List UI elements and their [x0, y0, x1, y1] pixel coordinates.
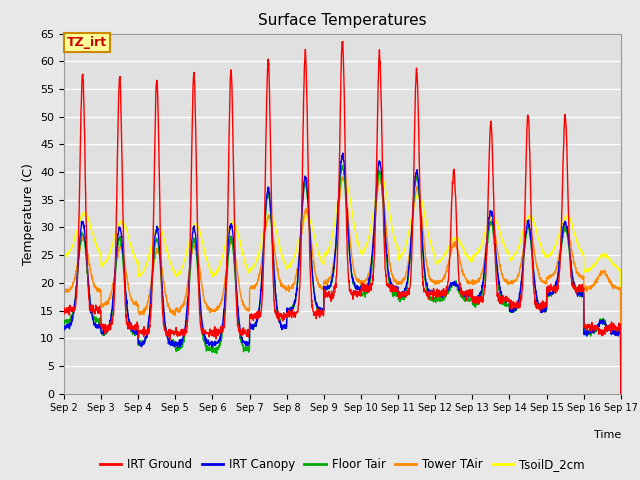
Title: Surface Temperatures: Surface Temperatures	[258, 13, 427, 28]
Legend: IRT Ground, IRT Canopy, Floor Tair, Tower TAir, TsoilD_2cm: IRT Ground, IRT Canopy, Floor Tair, Towe…	[95, 454, 589, 476]
Y-axis label: Temperature (C): Temperature (C)	[22, 163, 35, 264]
Text: Time: Time	[593, 430, 621, 440]
Text: TZ_irt: TZ_irt	[67, 36, 107, 49]
